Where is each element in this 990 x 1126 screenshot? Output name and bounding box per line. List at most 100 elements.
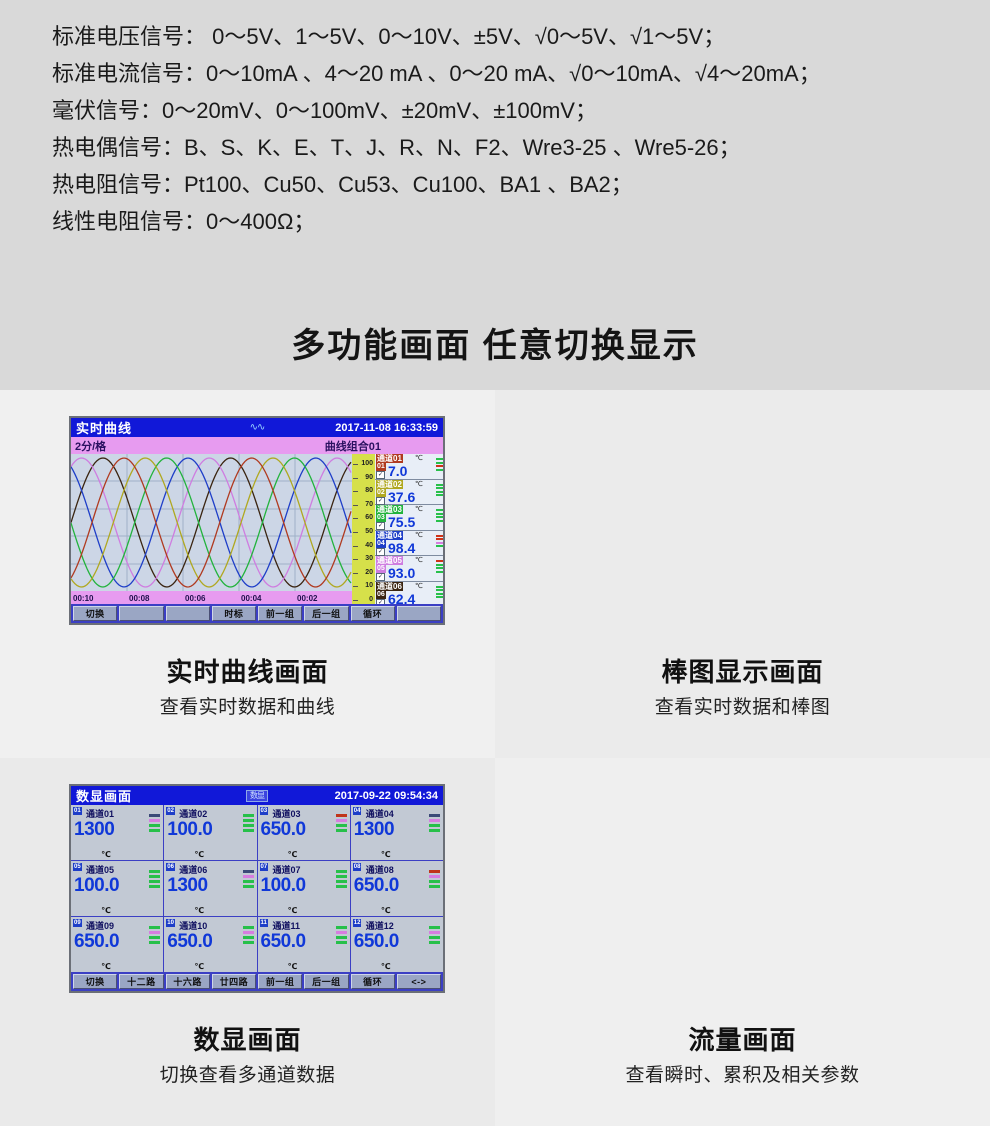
channel-value: 98.4 [388, 539, 416, 556]
channel-row[interactable]: 通道03 ℃ 03 ✓ 75.5 [375, 505, 443, 531]
digital-cell[interactable]: 09 通道09 650.0 ℃ [71, 917, 164, 972]
curve-series-1 [71, 457, 352, 588]
button-empty-7[interactable] [396, 606, 441, 621]
button-1[interactable]: 十二路 [119, 974, 164, 989]
channel-checkbox[interactable]: ✓ [376, 471, 386, 479]
digital-cell-unit: ℃ [194, 962, 205, 971]
y-tick-mark [353, 586, 358, 588]
digital-cell[interactable]: 04 通道04 1300 ℃ [350, 805, 443, 860]
curve-x-axis: 00:10 00:08 00:06 00:04 00:02 [71, 591, 352, 608]
channel-checkbox[interactable]: ✓ [376, 522, 386, 531]
curve-plot-area[interactable] [71, 454, 352, 591]
channel-status-bars [436, 534, 443, 549]
channel-row[interactable]: 通道02 ℃ 02 ✓ 37.6 [375, 479, 443, 506]
channel-unit: ℃ [415, 506, 423, 514]
curve-timescale-label: 2分/格 [75, 440, 107, 453]
channel-row[interactable]: 通道05 ℃ 05 ✓ 93.0 [375, 556, 443, 582]
spec-line-millivolt: 毫伏信号：0～20mV、0～100mV、±20mV、±100mV； [52, 98, 597, 123]
device-screen-realtime-curve[interactable]: 实时曲线 ∿∿ 2017-11-08 16:33:59 2分/格 曲线组合01 [69, 416, 445, 625]
curve-series-2 [71, 457, 352, 588]
card-title-realtime-curve: 实时曲线画面 [166, 657, 329, 687]
channel-checkbox[interactable]: ✓ [376, 496, 386, 505]
digital-cell[interactable]: 06 通道06 1300 ℃ [164, 861, 257, 916]
y-tick: 50 [365, 528, 373, 535]
y-tick-mark [353, 572, 358, 574]
digital-cell-name: 通道04 [365, 809, 394, 819]
y-tick-mark [353, 559, 358, 561]
button-4[interactable]: 前一组 [258, 606, 303, 621]
digital-cell-name: 通道08 [365, 865, 394, 875]
digital-cell[interactable]: 10 通道10 650.0 ℃ [164, 917, 257, 972]
device-screen-digital[interactable]: 数显画面 数显 2017-09-22 09:54:34 01 通道01 1300 ℃ 0… [69, 784, 445, 993]
channel-name: 通道01 [376, 454, 403, 463]
x-tick: 00:10 [73, 594, 94, 603]
y-tick-mark [353, 600, 358, 601]
digital-cell-unit: ℃ [287, 850, 298, 859]
button-6[interactable]: 循环 [350, 606, 395, 621]
channel-row[interactable]: 通道04 ℃ 04 ✓ 98.4 [375, 530, 443, 557]
button-7[interactable]: <-> [396, 974, 441, 989]
digital-cell-name: 通道12 [365, 921, 394, 931]
button-4[interactable]: 前一组 [258, 974, 303, 989]
titlebar-realtime-curve: 实时曲线 ∿∿ 2017-11-08 16:33:59 [71, 418, 443, 437]
digital-cell-index: 06 [166, 863, 175, 871]
digital-cell-value: 1300 [74, 819, 115, 840]
curve-series-group [71, 457, 352, 588]
digital-cell[interactable]: 11 通道11 650.0 ℃ [257, 917, 350, 972]
screens-grid: 实时曲线 ∿∿ 2017-11-08 16:33:59 2分/格 曲线组合01 [0, 390, 990, 1126]
button-5[interactable]: 后一组 [304, 974, 349, 989]
digital-cell-name: 通道03 [272, 809, 301, 819]
curve-series-4 [71, 457, 352, 588]
digital-cell-value: 650.0 [260, 819, 307, 840]
card-subtitle-realtime-curve: 查看实时数据和曲线 [159, 697, 336, 718]
digital-cell-value: 650.0 [260, 931, 307, 952]
button-0[interactable]: 切换 [73, 974, 118, 989]
digital-cell[interactable]: 12 通道12 650.0 ℃ [350, 917, 443, 972]
curve-svg [71, 454, 352, 591]
button-6[interactable]: 循环 [350, 974, 395, 989]
digital-cell-value: 100.0 [260, 875, 307, 896]
button-2[interactable]: 十六路 [165, 974, 210, 989]
digital-cells-grid[interactable]: 01 通道01 1300 ℃ 02 通道02 100.0 ℃ 03 通道03 650.0 ℃ 04 通道0… [71, 805, 443, 972]
digital-cell-status-bars [242, 814, 254, 834]
digital-cell-unit: ℃ [287, 906, 298, 915]
channel-unit: ℃ [415, 582, 423, 590]
titlebar-datetime: 2017-09-22 09:54:34 [334, 789, 438, 802]
digital-cell-index: 01 [73, 807, 82, 815]
x-tick: 00:02 [297, 594, 318, 603]
digital-cell[interactable]: 07 通道07 100.0 ℃ [257, 861, 350, 916]
channel-index: 01 [376, 463, 386, 471]
digital-cell-index: 12 [352, 919, 362, 927]
digital-cell[interactable]: 01 通道01 1300 ℃ [71, 805, 164, 860]
digital-cell[interactable]: 08 通道08 650.0 ℃ [350, 861, 443, 916]
button-5[interactable]: 后一组 [304, 606, 349, 621]
digital-cell-index: 03 [259, 807, 269, 815]
button-empty-1[interactable] [119, 606, 164, 621]
digital-cell-unit: ℃ [194, 906, 205, 915]
digital-cell-unit: ℃ [101, 962, 111, 971]
digital-cell-index: 10 [166, 919, 175, 927]
digital-cell-index: 07 [259, 863, 269, 871]
curve-button-bar[interactable]: 切换 时标 前一组 后一组 循环 [71, 604, 443, 623]
digital-cell-value: 1300 [167, 875, 208, 896]
channel-checkbox[interactable]: ✓ [376, 547, 386, 556]
channel-row[interactable]: 通道01 ℃ 01 ✓ 7.0 [375, 454, 443, 480]
button-empty-2[interactable] [165, 606, 210, 621]
digital-button-bar[interactable]: 切换 十二路 十六路 廿四路 前一组 后一组 循环 <-> [71, 972, 443, 991]
digital-cell[interactable]: 05 通道05 100.0 ℃ [71, 861, 164, 916]
button-3[interactable]: 廿四路 [211, 974, 256, 989]
y-tick-mark [353, 491, 358, 493]
button-0[interactable]: 切换 [73, 606, 118, 621]
channel-status-bars [436, 509, 443, 523]
y-tick: 20 [365, 568, 373, 576]
channel-checkbox[interactable]: ✓ [376, 573, 386, 582]
digital-cell[interactable]: 02 通道02 100.0 ℃ [164, 805, 257, 860]
digital-cell-index: 02 [166, 807, 175, 815]
channel-unit: ℃ [415, 455, 423, 462]
digital-cell-name: 通道06 [179, 865, 208, 875]
digital-cell-status-bars [335, 870, 347, 890]
curve-channel-list[interactable]: 通道01 ℃ 01 ✓ 7.0 通道02 ℃ 02 ✓ 37.6 通道03 ℃ 03 ✓ 75.5 通道04 ℃… [375, 454, 443, 608]
button-3[interactable]: 时标 [211, 606, 256, 621]
digital-cell[interactable]: 03 通道03 650.0 ℃ [257, 805, 350, 860]
